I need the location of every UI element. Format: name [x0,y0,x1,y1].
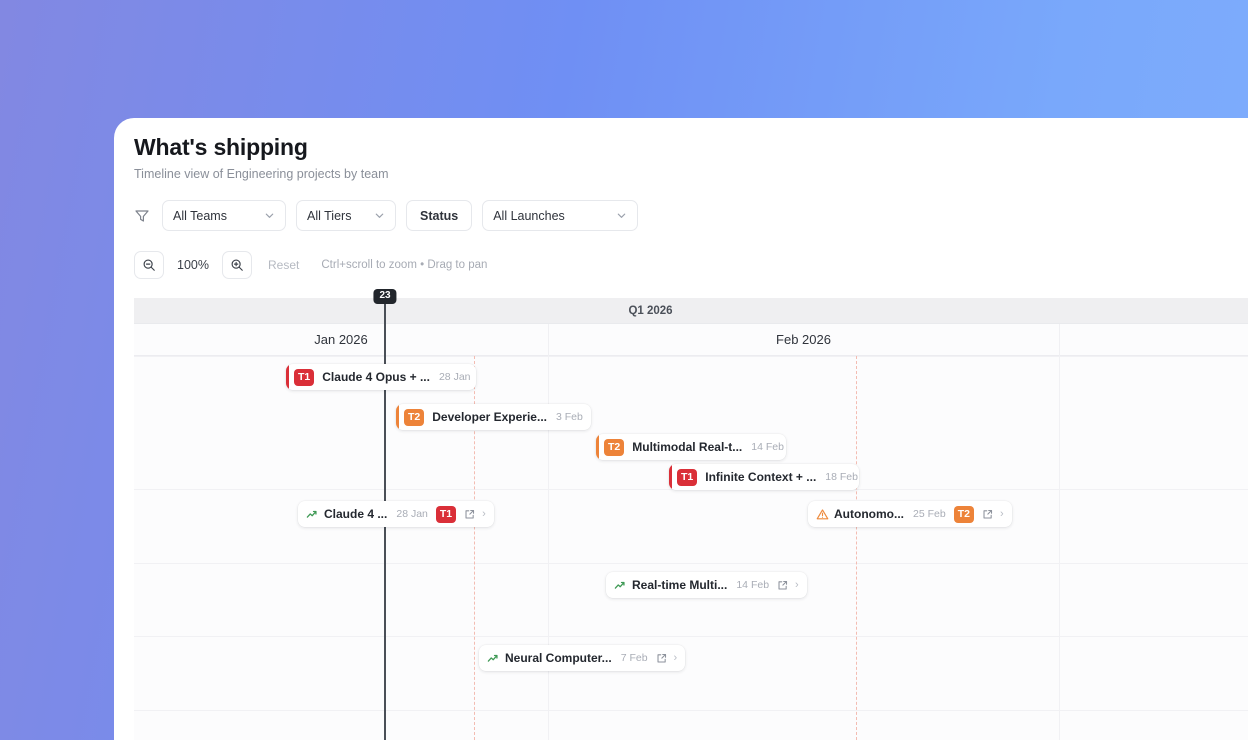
month-band [134,324,1248,356]
bar-tier-cap [286,364,289,390]
status-button[interactable]: Status [406,200,473,231]
bar-title: Developer Experie... [432,410,547,424]
milestone-dashed-line [474,356,475,740]
zoom-out-button[interactable] [134,251,164,279]
bar-title: Infinite Context + ... [705,470,817,484]
tier-badge: T2 [404,408,425,426]
grid-hline [134,710,1248,711]
tier-badge: T2 [604,438,625,456]
tier-badge: T1 [435,505,457,523]
launches-filter-select[interactable]: All Launches [482,200,639,231]
tiers-filter-select[interactable]: All Tiers [296,200,396,231]
bar-tier-cap [596,434,599,460]
month-label: Feb 2026 [776,332,831,347]
teams-filter-select[interactable]: All Teams [162,200,286,231]
chevron-down-icon [617,213,626,218]
milestone-chip[interactable]: Claude 4 ... 28 Jan T1 › [298,501,494,527]
grid-vline [1059,356,1060,740]
milestone-title: Claude 4 ... [324,507,388,521]
tiers-filter-value: All Tiers [307,208,352,223]
milestone-chip[interactable]: Autonomo... 25 Feb T2 › [808,501,1012,527]
launches-filter-value: All Launches [493,208,565,223]
external-link-icon [983,509,993,519]
milestone-chip[interactable]: Real-time Multi... 14 Feb › [606,572,807,598]
bar-date: 3 Feb [556,411,583,423]
trending-up-icon [614,581,625,589]
trending-up-icon [306,510,317,518]
grid-vline [548,356,549,740]
external-link-icon [465,509,475,519]
tier-badge: T2 [953,505,974,523]
reset-zoom-button[interactable]: Reset [268,258,300,272]
warning-triangle-icon [816,508,829,519]
grid-hline [134,636,1248,637]
milestone-title: Neural Computer... [505,651,612,665]
month-label [1059,324,1248,356]
milestone-date: 25 Feb [912,508,946,520]
chevron-right-icon[interactable]: › [999,507,1004,520]
zoom-level: 100% [177,258,209,272]
external-link-icon [778,580,788,590]
bar-title: Multimodal Real-t... [632,440,743,454]
milestone-title: Autonomo... [834,507,904,521]
chevron-right-icon[interactable]: › [795,578,799,591]
today-marker-badge: 23 [373,289,397,304]
zoom-in-button[interactable] [222,251,252,279]
zoom-in-icon [231,259,243,271]
month-divider [548,324,549,356]
grid-hline [134,356,1248,357]
milestone-date: 7 Feb [620,652,648,664]
tier-badge: T1 [294,368,315,386]
grid-hline [134,563,1248,564]
bar-date: 14 Feb [751,441,784,453]
tier-badge: T1 [677,468,698,486]
page-subtitle: Timeline view of Engineering projects by… [134,167,389,181]
funnel-icon [134,208,152,224]
milestone-date: 14 Feb [736,579,770,591]
chevron-down-icon [375,213,384,218]
chevron-right-icon[interactable]: › [482,507,486,520]
quarter-label: Q1 2026 [628,305,673,317]
milestone-title: Real-time Multi... [632,578,728,592]
filter-toolbar: All Teams All Tiers Status All Launches [134,200,639,231]
month-divider [1059,324,1060,356]
zoom-toolbar: 100% Reset Ctrl+scroll to zoom • Drag to… [134,251,487,279]
month-label: Jan 2026 [314,332,368,347]
external-link-icon [657,653,666,663]
chevron-right-icon[interactable]: › [673,651,678,664]
timeline-grid[interactable]: 23 T1 Claude 4 Opus + ... 28 Jan › T2 Develop… [134,289,1248,740]
bar-tier-cap [669,464,672,490]
page-title: What's shipping [134,134,308,160]
chevron-down-icon [265,213,274,218]
quarter-band [134,298,1248,324]
milestone-date: 28 Jan [396,508,428,520]
teams-filter-value: All Teams [173,208,227,223]
milestone-dashed-line [856,356,857,740]
trending-up-icon [487,654,498,662]
bar-tier-cap [396,404,399,430]
zoom-out-icon [143,259,155,271]
bar-date: 28 Jan [438,371,471,383]
bar-date: 18 Feb [825,471,858,483]
zoom-hint-text: Ctrl+scroll to zoom • Drag to pan [321,259,488,271]
milestone-chip[interactable]: Neural Computer... 7 Feb › [479,645,686,671]
whats-shipping-panel: What's shipping Timeline view of Enginee… [114,118,1248,740]
timeline[interactable]: Q1 2026 Jan 2026 Feb 2026 23 T1 Claude 4 Op… [134,289,1248,740]
bar-title: Claude 4 Opus + ... [322,370,430,384]
